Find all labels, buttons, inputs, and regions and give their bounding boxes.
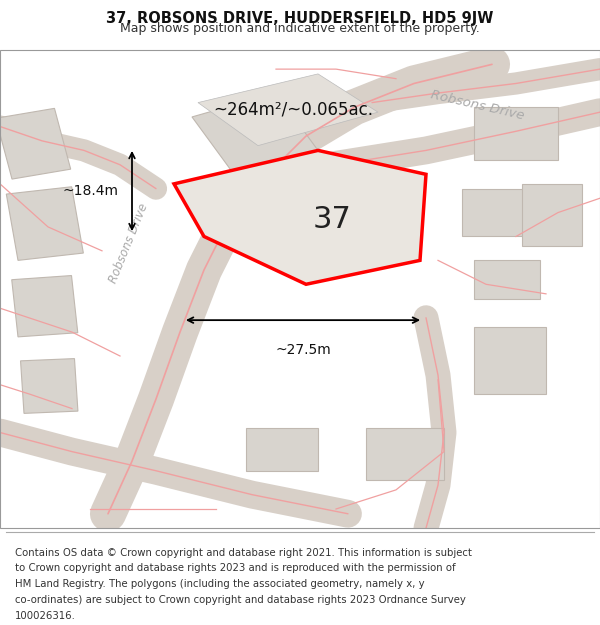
Bar bbox=[12, 276, 78, 337]
Bar bbox=[474, 328, 546, 394]
Text: 100026316.: 100026316. bbox=[15, 611, 76, 621]
Bar bbox=[246, 428, 318, 471]
Bar bbox=[474, 261, 540, 299]
Text: 37: 37 bbox=[313, 205, 352, 234]
Bar bbox=[474, 107, 558, 160]
Polygon shape bbox=[192, 93, 318, 174]
Bar bbox=[522, 184, 582, 246]
Text: co-ordinates) are subject to Crown copyright and database rights 2023 Ordnance S: co-ordinates) are subject to Crown copyr… bbox=[15, 595, 466, 605]
Bar bbox=[0, 108, 71, 179]
Bar bbox=[20, 359, 78, 413]
Bar bbox=[366, 428, 444, 480]
Polygon shape bbox=[198, 74, 378, 146]
Polygon shape bbox=[174, 151, 426, 284]
Text: ~264m²/~0.065ac.: ~264m²/~0.065ac. bbox=[213, 101, 373, 119]
Text: to Crown copyright and database rights 2023 and is reproduced with the permissio: to Crown copyright and database rights 2… bbox=[15, 563, 455, 573]
Text: ~27.5m: ~27.5m bbox=[275, 343, 331, 357]
Text: Map shows position and indicative extent of the property.: Map shows position and indicative extent… bbox=[120, 22, 480, 35]
Text: Robsons Drive: Robsons Drive bbox=[107, 202, 151, 286]
Text: Robsons Drive: Robsons Drive bbox=[429, 88, 525, 122]
Bar bbox=[462, 189, 540, 236]
Text: HM Land Registry. The polygons (including the associated geometry, namely x, y: HM Land Registry. The polygons (includin… bbox=[15, 579, 425, 589]
Text: 37, ROBSONS DRIVE, HUDDERSFIELD, HD5 9JW: 37, ROBSONS DRIVE, HUDDERSFIELD, HD5 9JW bbox=[106, 11, 494, 26]
Text: ~18.4m: ~18.4m bbox=[63, 184, 119, 198]
Bar bbox=[7, 187, 83, 261]
Text: Contains OS data © Crown copyright and database right 2021. This information is : Contains OS data © Crown copyright and d… bbox=[15, 548, 472, 558]
